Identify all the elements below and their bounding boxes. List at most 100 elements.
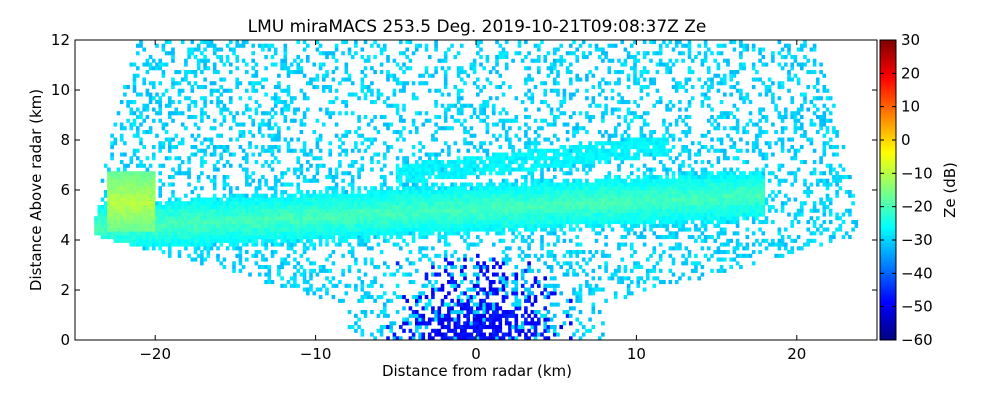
- reflectivity-cell: [171, 242, 175, 247]
- reflectivity-cell: [784, 242, 788, 247]
- reflectivity-cell: [553, 156, 557, 161]
- reflectivity-cell: [636, 220, 640, 225]
- reflectivity-cell: [447, 212, 451, 217]
- reflectivity-cell: [431, 205, 435, 210]
- reflectivity-cell: [646, 257, 650, 262]
- reflectivity-cell: [306, 212, 310, 217]
- reflectivity-cell: [492, 272, 496, 277]
- reflectivity-cell: [572, 268, 576, 273]
- reflectivity-cell: [363, 193, 368, 198]
- reflectivity-cell: [841, 167, 846, 172]
- reflectivity-cell: [399, 148, 403, 153]
- reflectivity-cell: [488, 306, 493, 311]
- reflectivity-cell: [347, 163, 352, 168]
- reflectivity-cell: [492, 186, 496, 191]
- reflectivity-cell: [690, 201, 695, 206]
- reflectivity-cell: [652, 156, 656, 161]
- reflectivity-cell: [751, 220, 756, 225]
- reflectivity-cell: [389, 201, 393, 206]
- reflectivity-cell: [504, 313, 509, 318]
- reflectivity-cell: [508, 328, 512, 333]
- reflectivity-cell: [479, 287, 483, 292]
- reflectivity-cell: [812, 160, 817, 165]
- reflectivity-cell: [447, 220, 451, 225]
- reflectivity-cell: [437, 197, 442, 202]
- reflectivity-cell: [299, 208, 304, 213]
- reflectivity-cell: [623, 190, 628, 195]
- reflectivity-cell: [366, 295, 371, 300]
- reflectivity-cell: [450, 298, 454, 303]
- reflectivity-cell: [492, 257, 496, 262]
- reflectivity-cell: [658, 216, 663, 221]
- reflectivity-cell: [569, 227, 573, 232]
- reflectivity-cell: [437, 190, 442, 195]
- reflectivity-cell: [662, 223, 666, 228]
- reflectivity-cell: [520, 238, 525, 243]
- reflectivity-cell: [761, 175, 766, 180]
- reflectivity-cell: [633, 223, 637, 228]
- reflectivity-cell: [357, 268, 361, 273]
- reflectivity-cell: [569, 148, 573, 153]
- reflectivity-cell: [713, 186, 717, 191]
- reflectivity-cell: [155, 231, 159, 236]
- reflectivity-cell: [764, 238, 769, 243]
- reflectivity-cell: [245, 182, 249, 187]
- reflectivity-cell: [415, 321, 419, 326]
- reflectivity-cell: [630, 171, 634, 176]
- reflectivity-cell: [129, 238, 134, 243]
- reflectivity-cell: [411, 205, 416, 210]
- reflectivity-cell: [549, 216, 554, 221]
- reflectivity-cell: [309, 148, 313, 153]
- reflectivity-cell: [132, 182, 137, 187]
- reflectivity-cell: [597, 220, 602, 225]
- reflectivity-cell: [530, 302, 535, 307]
- reflectivity-cell: [674, 280, 679, 285]
- reflectivity-cell: [357, 167, 361, 172]
- reflectivity-cell: [828, 238, 833, 243]
- reflectivity-cell: [626, 193, 631, 198]
- reflectivity-cell: [530, 291, 535, 296]
- reflectivity-cell: [476, 265, 480, 270]
- reflectivity-cell: [148, 216, 153, 221]
- reflectivity-cell: [229, 231, 233, 236]
- reflectivity-cell: [655, 152, 660, 157]
- reflectivity-cell: [273, 205, 278, 210]
- reflectivity-cell: [427, 212, 432, 217]
- reflectivity-cell: [501, 190, 506, 195]
- reflectivity-cell: [466, 246, 470, 251]
- reflectivity-cell: [626, 152, 631, 157]
- reflectivity-cell: [395, 216, 400, 221]
- reflectivity-cell: [366, 201, 371, 206]
- reflectivity-cell: [309, 283, 313, 288]
- reflectivity-cell: [674, 235, 679, 240]
- reflectivity-cell: [745, 212, 750, 217]
- reflectivity-cell: [492, 317, 496, 322]
- reflectivity-cell: [537, 223, 541, 228]
- reflectivity-cell: [581, 190, 586, 195]
- reflectivity-cell: [245, 250, 249, 255]
- reflectivity-cell: [402, 328, 406, 333]
- reflectivity-cell: [604, 186, 608, 191]
- reflectivity-cell: [402, 238, 406, 243]
- reflectivity-cell: [498, 212, 503, 217]
- reflectivity-cell: [514, 298, 519, 303]
- reflectivity-cell: [594, 216, 599, 221]
- reflectivity-cell: [427, 280, 432, 285]
- reflectivity-cell: [399, 265, 403, 270]
- reflectivity-cell: [309, 193, 313, 198]
- reflectivity-cell: [341, 216, 345, 221]
- reflectivity-cell: [469, 227, 474, 232]
- reflectivity-cell: [94, 220, 98, 225]
- reflectivity-cell: [232, 227, 236, 232]
- reflectivity-cell: [283, 235, 288, 240]
- reflectivity-cell: [546, 253, 551, 258]
- reflectivity-cell: [341, 227, 345, 232]
- reflectivity-cell: [280, 227, 284, 232]
- reflectivity-cell: [299, 227, 304, 232]
- reflectivity-cell: [533, 182, 538, 187]
- reflectivity-cell: [460, 265, 464, 270]
- reflectivity-cell: [472, 212, 477, 217]
- reflectivity-cell: [280, 283, 284, 288]
- reflectivity-cell: [476, 216, 480, 221]
- reflectivity-cell: [411, 193, 416, 198]
